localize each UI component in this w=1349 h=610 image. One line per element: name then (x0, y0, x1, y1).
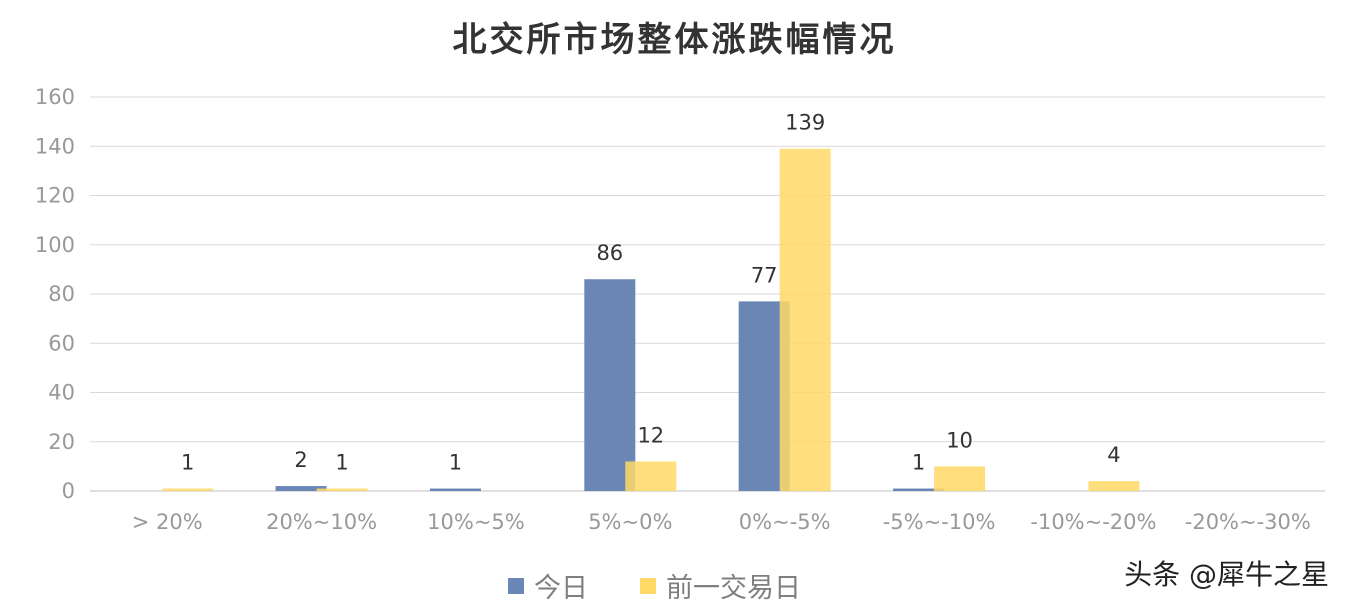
x-tick-label: 5%~0% (588, 510, 672, 534)
y-tick-label: 80 (48, 282, 75, 306)
data-label-today: 2 (294, 448, 307, 472)
y-tick-label: 100 (35, 233, 75, 257)
y-tick-label: 140 (35, 134, 75, 158)
data-label-prev-day: 4 (1107, 443, 1120, 467)
x-tick-label: -5%~-10% (883, 510, 996, 534)
bar-prev-day (779, 148, 831, 491)
x-tick-label: > 20% (132, 510, 203, 534)
y-tick-label: 20 (48, 430, 75, 454)
legend-item-prev-day: 前一交易日 (640, 566, 801, 605)
y-tick-label: 120 (35, 184, 75, 208)
watermark: 头条 @犀牛之星 (1124, 558, 1329, 591)
data-label-today: 1 (449, 451, 462, 475)
bar-prev-day (934, 466, 986, 491)
bar-prev-day (1088, 481, 1140, 491)
y-axis-ticks: 0 20 40 60 80 100 120 140 160 (35, 85, 75, 503)
bar-prev-day (625, 461, 677, 491)
legend-label-prev-day: 前一交易日 (666, 573, 801, 604)
x-tick-label: 10%~5% (427, 510, 525, 534)
x-tick-label: -20%~-30% (1185, 510, 1311, 534)
bar-today (275, 486, 327, 491)
x-tick-label: 20%~10% (266, 510, 377, 534)
gridlines (90, 96, 1325, 492)
bar-today (584, 279, 636, 491)
y-tick-label: 0 (62, 479, 75, 503)
x-axis-ticks: > 20% 20%~10% 10%~5% 5%~0% 0%~-5% -5%~-10% -10… (132, 510, 1311, 534)
data-label-prev-day: 12 (637, 423, 664, 447)
bars (162, 148, 1140, 491)
data-label-prev-day: 1 (181, 451, 194, 475)
legend-swatch-prev-day (640, 577, 656, 594)
legend-label-today: 今日 (534, 573, 588, 604)
data-label-today: 77 (751, 263, 778, 287)
bar-today (429, 488, 481, 491)
legend-item-today: 今日 (508, 566, 588, 605)
x-tick-label: 0%~-5% (739, 510, 831, 534)
bar-prev-day (316, 488, 368, 491)
bar-prev-day (162, 488, 214, 491)
data-label-prev-day: 139 (785, 111, 825, 135)
data-label-prev-day: 10 (946, 428, 973, 452)
legend-swatch-today (508, 577, 524, 594)
data-label-today: 1 (912, 451, 925, 475)
bar-chart: 0 20 40 60 80 100 120 140 160 > 20% 20%~10% 10%~5%… (35, 85, 1325, 534)
y-tick-label: 60 (48, 331, 75, 355)
y-tick-label: 40 (48, 381, 75, 405)
data-label-prev-day: 1 (335, 451, 348, 475)
bar-today (893, 488, 945, 491)
y-tick-label: 160 (35, 85, 75, 109)
data-label-today: 86 (596, 241, 623, 265)
chart-title: 北交所市场整体涨跌幅情况 (452, 20, 897, 60)
x-tick-label: -10%~-20% (1030, 510, 1156, 534)
legend: 今日 前一交易日 (0, 566, 1329, 605)
